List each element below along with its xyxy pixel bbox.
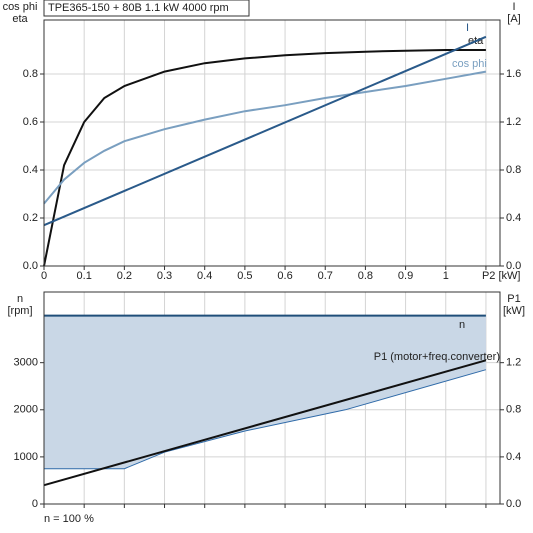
y2-axis-label: I [512, 1, 515, 13]
x-tick-label: 0.7 [318, 270, 333, 282]
series-label: I [466, 22, 469, 34]
y-axis-label: n [17, 293, 23, 305]
series-line [44, 369, 487, 470]
y2-axis-label: [A] [507, 13, 520, 25]
y-axis-label: cos phi [3, 1, 38, 13]
footer-note: n = 100 % [44, 513, 94, 525]
plot-frame [43, 19, 501, 267]
chart-title: TPE365-150 + 80B 1.1 kW 4000 rpm [48, 2, 229, 14]
x-tick-label: 0 [41, 270, 47, 282]
y2-axis-label: P1 [507, 293, 520, 305]
x-tick-label: 0.9 [398, 270, 413, 282]
y-tick-label: 0.4 [23, 164, 38, 176]
y-tick-label: 1000 [14, 451, 38, 463]
y-tick-label: 0 [32, 498, 38, 510]
y2-axis-label: [kW] [503, 305, 525, 317]
y-tick-label: 2000 [14, 404, 38, 416]
y2-tick-label: 0.8 [506, 164, 521, 176]
x-tick-label: 0.2 [117, 270, 132, 282]
series-line [43, 49, 486, 267]
y2-tick-label: 1.2 [506, 116, 521, 128]
y-axis-label: [rpm] [7, 305, 32, 317]
y-tick-label: 0.2 [23, 212, 38, 224]
x-tick-label: P2 [kW] [482, 270, 521, 282]
area-fill [44, 315, 486, 469]
x-tick-label: 0.8 [358, 270, 373, 282]
y2-tick-label: 1.2 [506, 357, 521, 369]
x-tick-label: 0.1 [77, 270, 92, 282]
y-tick-label: 3000 [14, 357, 38, 369]
series-label: cos phi [452, 58, 487, 70]
title-box [43, 0, 250, 17]
series-line [43, 70, 487, 205]
y2-tick-label: 1.6 [506, 68, 521, 80]
y-tick-label: 0.0 [23, 260, 38, 272]
y-tick-label: 0.8 [23, 68, 38, 80]
x-tick-label: 0.4 [197, 270, 212, 282]
series-label: P1 (motor+freq.converter) [374, 351, 500, 363]
y2-tick-label: 0.0 [506, 260, 521, 272]
y2-tick-label: 0.0 [506, 498, 521, 510]
series-line [43, 359, 487, 487]
y2-tick-label: 0.4 [506, 451, 521, 463]
series-label: n [459, 319, 465, 331]
y-tick-label: 0.6 [23, 116, 38, 128]
y-axis-label: eta [12, 13, 28, 25]
series-line [43, 35, 487, 227]
plot-frame [43, 291, 501, 505]
y2-tick-label: 0.4 [506, 212, 521, 224]
x-tick-label: 0.3 [157, 270, 172, 282]
x-tick-label: 0.5 [237, 270, 252, 282]
x-tick-label: 1 [443, 270, 449, 282]
x-tick-label: 0.6 [277, 270, 292, 282]
y2-tick-label: 0.8 [506, 404, 521, 416]
